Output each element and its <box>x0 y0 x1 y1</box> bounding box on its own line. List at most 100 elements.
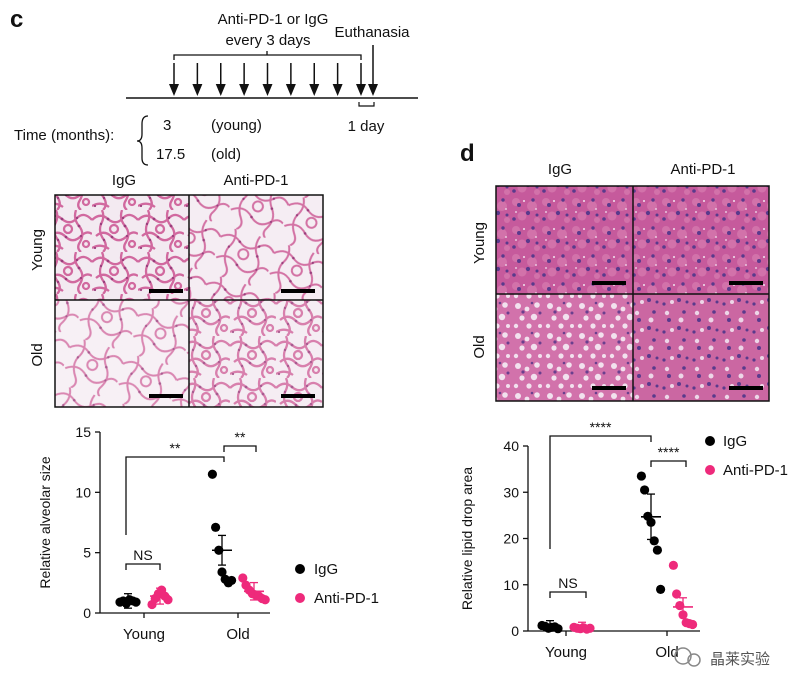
y-tick-label: 5 <box>83 545 91 561</box>
legend-d: IgG Anti-PD-1 <box>705 433 788 479</box>
injection-arrowhead <box>262 84 273 96</box>
significance-bracket <box>650 460 687 467</box>
legend-antipd1-label: Anti-PD-1 <box>314 590 379 607</box>
liver-row-label-young: Young <box>471 222 488 264</box>
liver-young-antipd1-image <box>633 186 769 294</box>
lung-old-antipd1-image <box>189 300 323 407</box>
y-tick-label: 15 <box>75 424 91 440</box>
injection-arrowhead <box>192 84 203 96</box>
panel-c-letter: c <box>10 6 23 33</box>
liver-old-antipd1-image <box>633 294 769 401</box>
watermark-text: 晶莱实验 <box>710 651 770 668</box>
y-tick-label: 0 <box>511 623 519 639</box>
data-point <box>675 600 685 611</box>
scale-bar <box>281 394 315 398</box>
lung-histology-grid: IgG Anti-PD-1 Young Old <box>29 172 324 408</box>
treatment-label-line2: every 3 days <box>225 32 310 49</box>
euthanasia-arrowhead <box>368 84 378 96</box>
data-point <box>688 619 698 630</box>
x-tick-label: Young <box>545 644 587 661</box>
significance-label: ** <box>170 440 181 456</box>
old-word: (old) <box>211 146 241 163</box>
significance-label: **** <box>590 419 612 435</box>
legend-antipd1-label: Anti-PD-1 <box>723 462 788 479</box>
lung-young-igg-image <box>55 195 189 300</box>
data-point <box>640 485 650 495</box>
treatment-label-line1: Anti-PD-1 or IgG <box>218 11 329 28</box>
y-tick-label: 10 <box>503 577 519 593</box>
lung-col-label-antipd1: Anti-PD-1 <box>223 172 288 189</box>
data-point <box>652 545 663 555</box>
data-point <box>163 595 173 605</box>
wechat-icon <box>674 647 692 665</box>
y-tick-label: 0 <box>83 605 91 621</box>
data-point <box>238 573 248 583</box>
injection-arrowhead <box>332 84 343 96</box>
lipid-drop-area-chart: 0 10 20 30 40 Relative lipid drop area Young Ol… <box>459 419 700 661</box>
y-tick-label: 20 <box>503 531 519 547</box>
significance-label: NS <box>133 547 152 563</box>
old-age: 17.5 <box>156 146 185 163</box>
legend-igg-label: IgG <box>314 561 338 578</box>
young-word: (young) <box>211 117 262 134</box>
y-axis-label: Relative alveolar size <box>37 456 53 588</box>
liver-young-igg-image <box>496 186 633 294</box>
injection-arrows <box>169 63 366 96</box>
liver-col-label-igg: IgG <box>548 161 572 178</box>
liver-histology-grid: IgG Anti-PD-1 Young Old <box>471 161 770 402</box>
panel-d-letter: d <box>460 140 475 167</box>
significance-bracket <box>549 591 587 598</box>
lung-old-igg-image <box>55 300 189 407</box>
x-tick-label: Young <box>123 626 165 643</box>
age-brace <box>136 115 149 166</box>
data-point <box>260 595 270 605</box>
data-point <box>668 560 679 570</box>
scale-bar <box>149 394 183 398</box>
data-point <box>227 575 237 586</box>
lung-col-label-igg: IgG <box>112 172 136 189</box>
significance-bracket <box>125 456 225 535</box>
time-label: Time (months): <box>14 127 114 144</box>
data-point <box>211 522 221 532</box>
alveolar-size-chart: 0 5 10 15 Relative alveolar size Young Old ** **… <box>37 424 270 643</box>
liver-col-label-antipd1: Anti-PD-1 <box>670 161 735 178</box>
data-point <box>553 624 563 634</box>
liver-row-label-old: Old <box>471 335 488 358</box>
scale-bar <box>281 289 315 293</box>
liver-old-igg-image <box>496 294 633 401</box>
injection-arrowhead <box>239 84 250 96</box>
data-point <box>131 597 141 607</box>
treatment-bracket <box>173 51 362 60</box>
scale-bar <box>729 386 763 390</box>
data-point <box>672 589 682 599</box>
lung-row-label-old: Old <box>29 343 46 366</box>
y-tick-label: 10 <box>75 484 91 500</box>
data-point <box>207 469 217 479</box>
legend-antipd1-marker <box>705 465 715 475</box>
euthanasia-label: Euthanasia <box>334 24 410 41</box>
injection-arrowhead <box>285 84 296 96</box>
interval-label: 1 day <box>348 118 385 135</box>
injection-arrowhead <box>309 84 320 96</box>
treatment-timeline: Anti-PD-1 or IgG every 3 days Euthanasia… <box>14 11 418 166</box>
injection-arrowhead <box>169 84 179 96</box>
y-tick-label: 40 <box>503 438 519 454</box>
legend-igg-label: IgG <box>723 433 747 450</box>
x-tick-label: Old <box>655 644 678 661</box>
scale-bar <box>592 386 626 390</box>
watermark: 晶莱实验 <box>674 647 770 668</box>
significance-bracket <box>223 445 257 452</box>
injection-arrowhead <box>356 84 366 96</box>
legend-igg-marker <box>705 436 715 446</box>
data-point <box>217 567 227 577</box>
lung-young-antipd1-image <box>189 195 323 300</box>
scale-bar <box>592 281 626 285</box>
interval-bracket <box>358 102 375 107</box>
lung-row-label-young: Young <box>29 229 46 271</box>
data-point <box>649 536 659 546</box>
legend-igg-marker <box>295 564 305 574</box>
legend-antipd1-marker <box>295 593 305 603</box>
scale-bar <box>149 289 183 293</box>
significance-label: **** <box>658 444 680 460</box>
